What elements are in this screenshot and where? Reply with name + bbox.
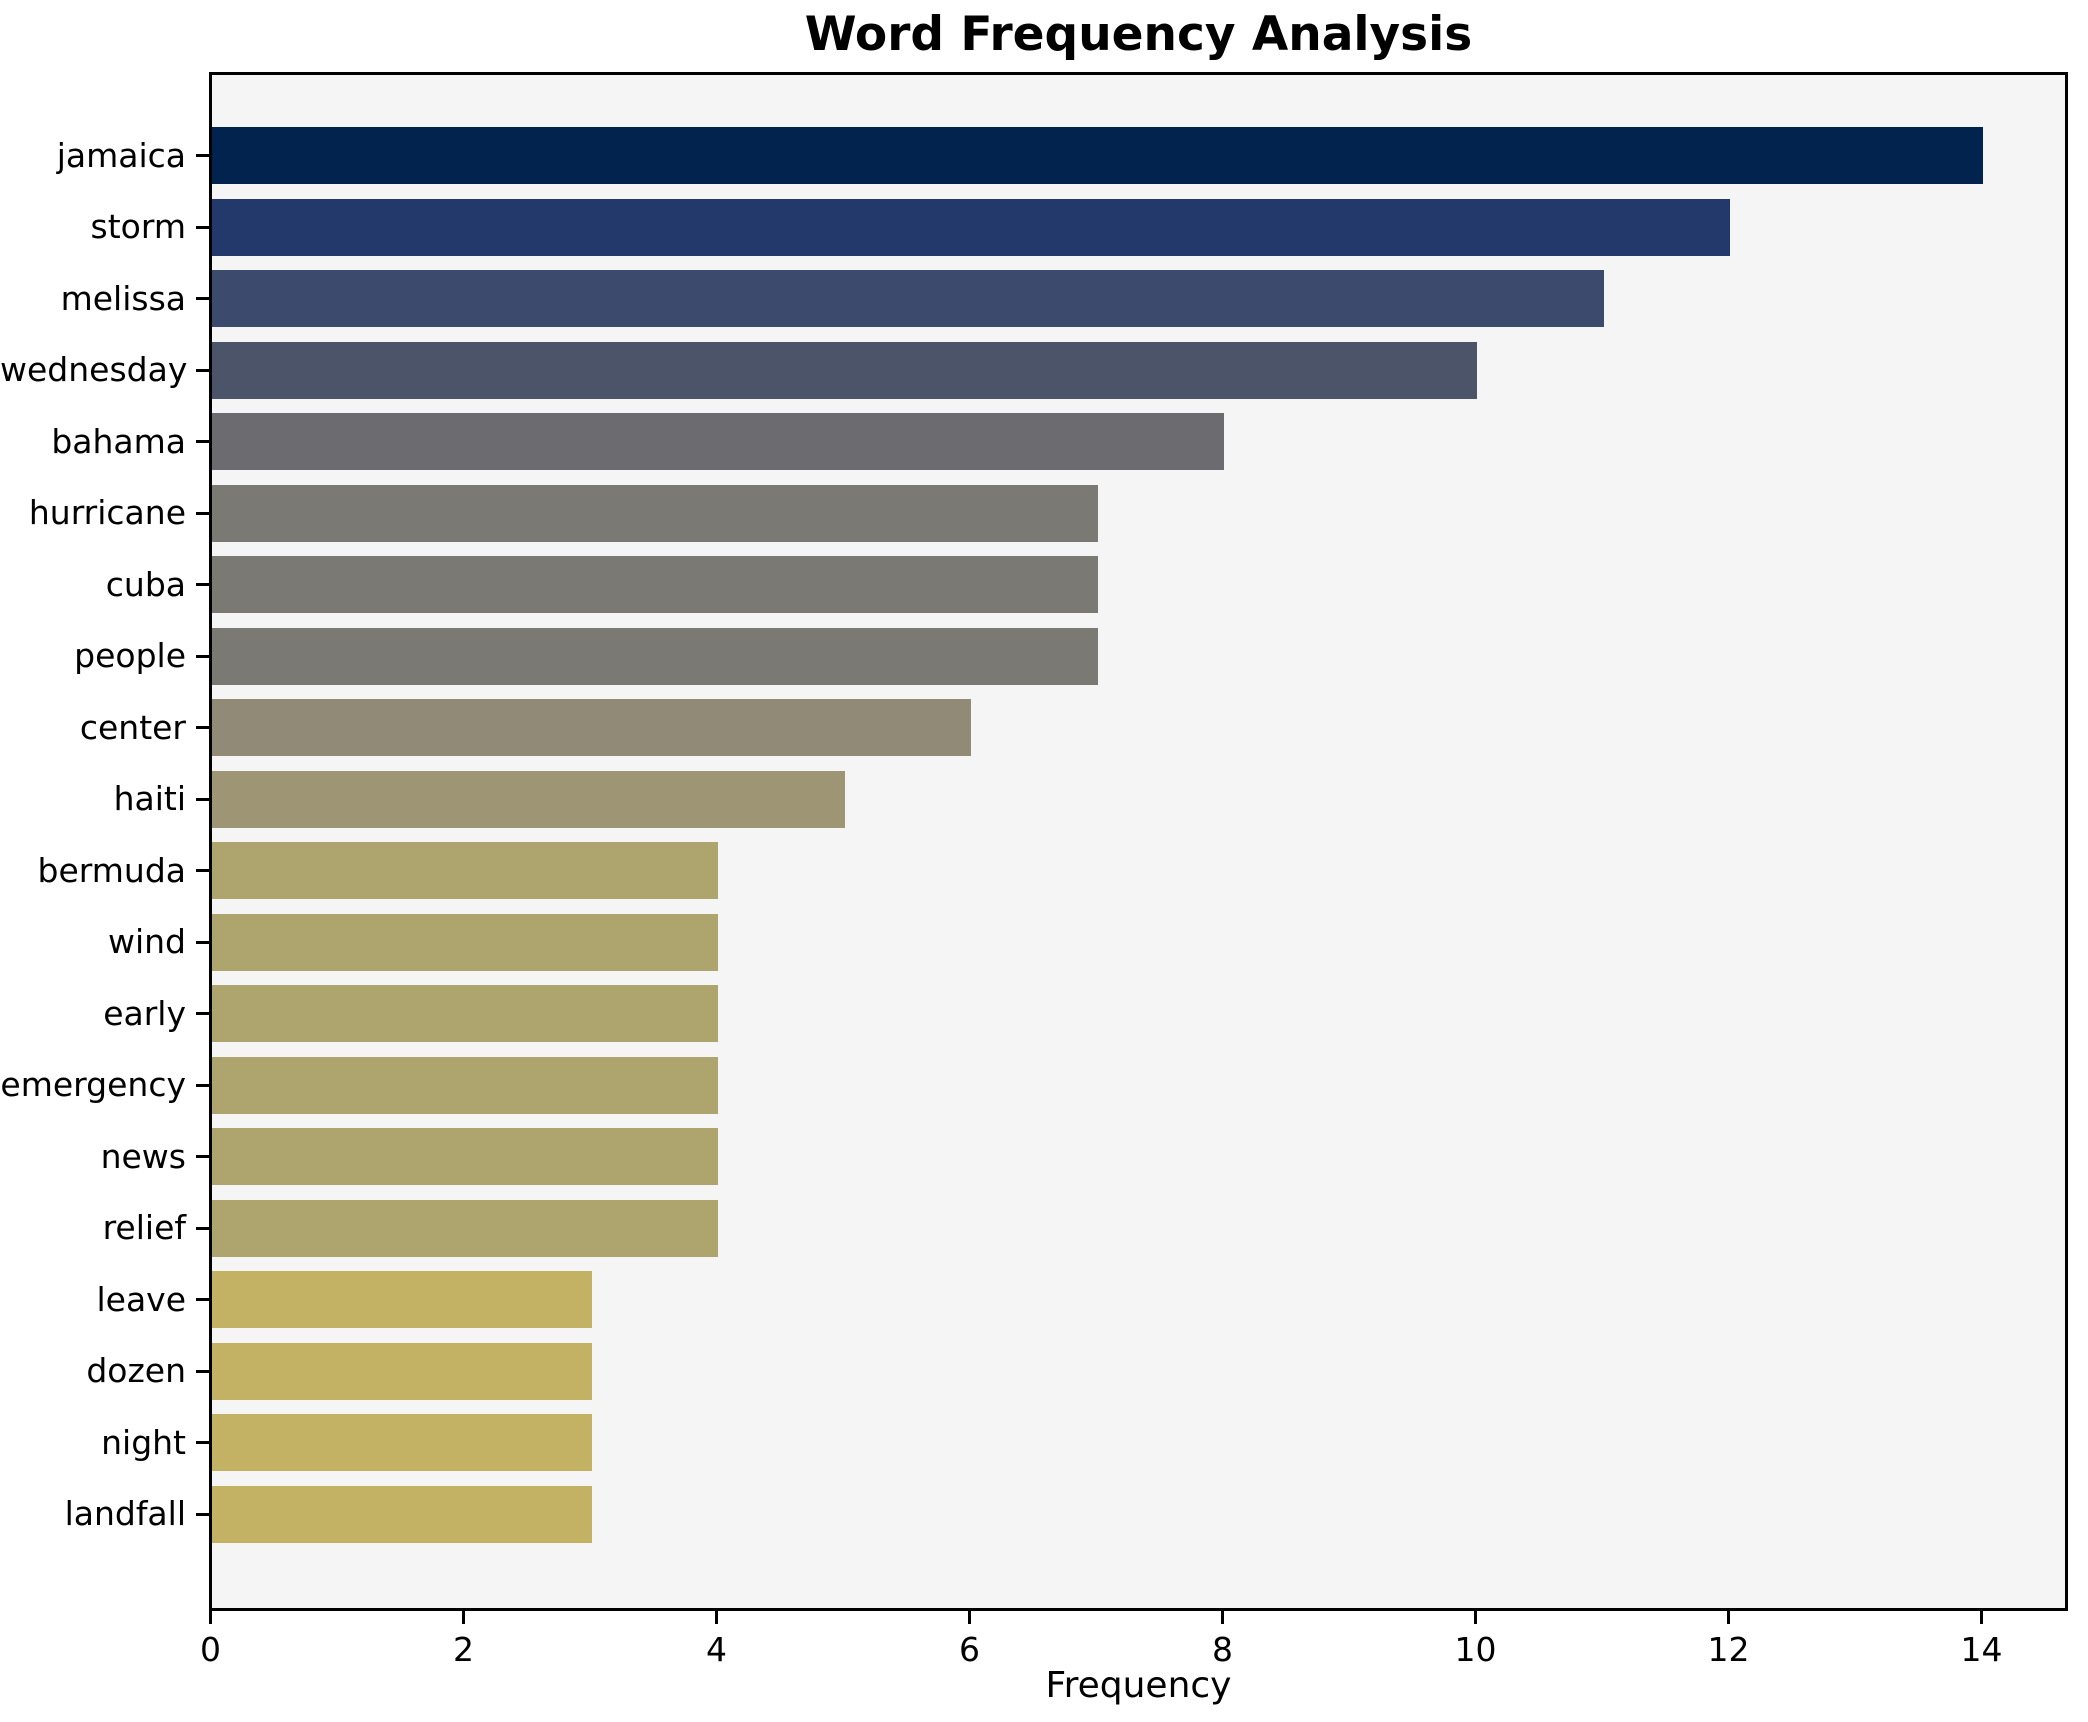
ytick-label-leave: leave xyxy=(96,1279,186,1319)
ytick-mark xyxy=(196,1441,209,1444)
ytick-label-night: night xyxy=(101,1422,186,1462)
bar-news xyxy=(212,1128,718,1185)
xtick-mark xyxy=(715,1611,718,1624)
bar-dozen xyxy=(212,1342,592,1400)
bar-bahama xyxy=(212,413,1224,470)
xtick-label-14: 14 xyxy=(1960,1630,2003,1669)
ytick-label-news: news xyxy=(100,1136,186,1176)
xtick-mark xyxy=(1727,1611,1730,1624)
xtick-label-2: 2 xyxy=(453,1630,474,1669)
ytick-label-dozen: dozen xyxy=(86,1351,186,1390)
bar-landfall xyxy=(212,1485,592,1543)
ytick-label-bahama: bahama xyxy=(51,421,186,461)
xtick-label-10: 10 xyxy=(1454,1630,1497,1669)
bar-night xyxy=(212,1414,592,1471)
bar-leave xyxy=(212,1271,592,1328)
ytick-label-landfall: landfall xyxy=(64,1494,186,1533)
plot-area xyxy=(209,72,2068,1611)
ytick-mark xyxy=(196,1012,209,1015)
ytick-mark xyxy=(196,1298,209,1301)
xtick-mark xyxy=(1221,1611,1224,1624)
ytick-label-storm: storm xyxy=(90,207,186,246)
ytick-mark xyxy=(196,869,209,872)
xtick-label-8: 8 xyxy=(1212,1630,1233,1669)
xtick-mark xyxy=(1980,1611,1983,1624)
xtick-label-4: 4 xyxy=(706,1630,727,1669)
ytick-label-bermuda: bermuda xyxy=(37,850,186,890)
ytick-mark xyxy=(196,154,209,157)
bar-haiti xyxy=(212,770,845,828)
bar-center xyxy=(212,699,971,756)
bar-emergency xyxy=(212,1056,718,1114)
x-axis-title: Frequency xyxy=(1045,1665,1232,1706)
bar-melissa xyxy=(212,270,1604,327)
ytick-mark xyxy=(196,440,209,443)
ytick-label-cuba: cuba xyxy=(105,564,186,604)
bar-wind xyxy=(212,913,718,971)
chart-title: Word Frequency Analysis xyxy=(804,7,1473,62)
ytick-label-wednesday: wednesday xyxy=(0,350,188,389)
bar-wednesday xyxy=(212,341,1477,399)
ytick-mark xyxy=(196,726,209,729)
ytick-mark xyxy=(196,654,209,658)
ytick-mark xyxy=(196,297,209,300)
ytick-mark xyxy=(196,797,209,801)
ytick-mark xyxy=(196,225,209,229)
ytick-label-wind: wind xyxy=(107,922,186,961)
xtick-mark xyxy=(462,1611,465,1624)
ytick-mark xyxy=(196,1369,209,1373)
ytick-mark xyxy=(196,1512,209,1516)
bar-jamaica xyxy=(212,127,1983,184)
ytick-label-emergency: emergency xyxy=(0,1065,186,1104)
ytick-mark xyxy=(196,940,209,944)
ytick-label-haiti: haiti xyxy=(113,779,186,818)
ytick-mark xyxy=(196,368,209,372)
ytick-label-hurricane: hurricane xyxy=(28,493,186,532)
xtick-mark xyxy=(209,1611,212,1624)
xtick-mark xyxy=(1474,1611,1477,1624)
ytick-mark xyxy=(196,1083,209,1087)
ytick-mark xyxy=(196,1155,209,1158)
ytick-label-melissa: melissa xyxy=(60,278,186,318)
ytick-label-people: people xyxy=(74,636,186,675)
xtick-label-6: 6 xyxy=(959,1630,980,1669)
ytick-label-early: early xyxy=(103,993,186,1033)
bar-early xyxy=(212,985,718,1042)
bar-hurricane xyxy=(212,484,1098,542)
bar-relief xyxy=(212,1199,718,1257)
bar-people xyxy=(212,627,1098,685)
ytick-mark xyxy=(196,583,209,586)
ytick-label-jamaica: jamaica xyxy=(56,135,186,175)
ytick-label-center: center xyxy=(79,707,186,747)
ytick-label-relief: relief xyxy=(102,1208,186,1247)
xtick-label-0: 0 xyxy=(200,1630,221,1669)
ytick-mark xyxy=(196,1226,209,1230)
bar-storm xyxy=(212,198,1730,256)
xtick-label-12: 12 xyxy=(1707,1630,1750,1669)
ytick-mark xyxy=(196,511,209,515)
bar-bermuda xyxy=(212,842,718,899)
bar-cuba xyxy=(212,556,1098,613)
xtick-mark xyxy=(968,1611,971,1624)
